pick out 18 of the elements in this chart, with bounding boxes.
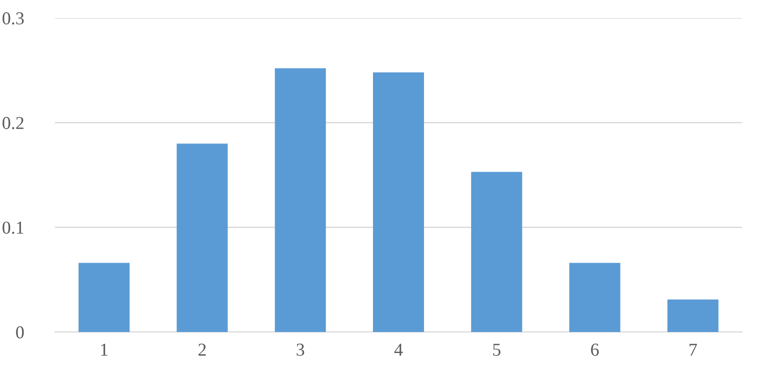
bar	[274, 68, 326, 332]
x-tick-label: 3	[296, 344, 304, 356]
x-tick-label: 6	[591, 344, 599, 356]
y-tick-label: 0.2	[2, 116, 24, 130]
x-tick-label: 4	[394, 344, 403, 356]
bar	[78, 262, 130, 332]
x-tick-label: 2	[198, 344, 206, 356]
bar	[667, 300, 718, 332]
bar	[569, 262, 620, 332]
x-tick-label: 7	[690, 344, 697, 356]
x-tick-label: 5	[493, 344, 500, 356]
bar	[372, 72, 424, 332]
bar	[471, 172, 522, 332]
bar	[176, 144, 228, 332]
y-tick-label: 0.3	[2, 12, 24, 25]
y-tick-label: 0	[16, 326, 24, 338]
x-tick-label: 1	[101, 344, 108, 356]
y-tick-label: 0.1	[2, 222, 24, 234]
